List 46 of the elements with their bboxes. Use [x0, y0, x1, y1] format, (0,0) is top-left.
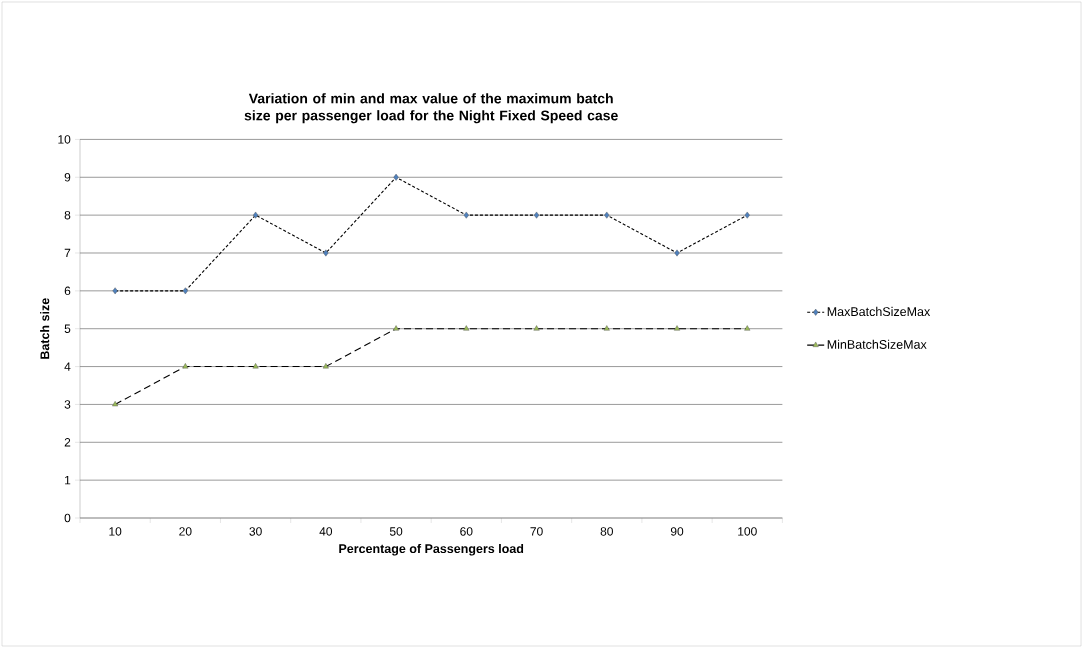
x-tick-label: 70	[530, 527, 543, 536]
chart-title: Variation of min and max value of the maximum batch size per passenger load for the Night Fixed Speed case	[244, 93, 618, 124]
point	[603, 325, 610, 331]
point	[112, 287, 118, 295]
x-tick-label: 20	[179, 527, 192, 536]
x-tick-label: 80	[600, 527, 613, 536]
point	[323, 249, 329, 257]
point	[463, 211, 469, 219]
point	[252, 363, 259, 369]
x-tick-label: 100	[738, 527, 757, 536]
y-tick-label: 5	[64, 324, 71, 333]
y-tick-label: 8	[64, 210, 71, 220]
x-axis-title: Percentage of Passengers load	[339, 543, 524, 556]
y-axis-title: Batch size	[40, 298, 50, 359]
x-tick-label: 50	[389, 527, 403, 536]
y-tick-label: 0	[64, 513, 71, 523]
y-tick-label: 3	[64, 400, 71, 409]
x-tick-label: 30	[249, 527, 262, 536]
legend-label: MaxBatchSizeMax	[827, 306, 931, 317]
point	[744, 211, 750, 219]
point	[604, 211, 610, 219]
y-tick-label: 2	[64, 438, 71, 447]
point	[533, 325, 540, 331]
point	[182, 363, 189, 369]
x-tick-label: 10	[109, 527, 122, 536]
x-tick-label: 60	[460, 527, 473, 536]
point	[322, 363, 329, 369]
point	[463, 325, 470, 331]
point	[674, 249, 680, 257]
y-tick-label: 10	[58, 135, 71, 144]
x-tick-label: 40	[319, 527, 333, 536]
legend-label: MinBatchSizeMax	[827, 339, 927, 349]
point	[182, 287, 188, 295]
x-tick-label: 90	[670, 527, 684, 536]
y-tick-label: 7	[64, 248, 71, 258]
point	[393, 325, 400, 331]
y-tick-label: 4	[64, 362, 71, 371]
y-tick-label: 1	[65, 476, 71, 485]
y-tick-label: 6	[64, 286, 71, 296]
point	[253, 211, 259, 219]
point	[744, 325, 751, 331]
point	[393, 173, 399, 181]
point	[112, 401, 119, 407]
point	[674, 325, 680, 331]
y-tick-label: 9	[64, 173, 71, 182]
point	[533, 211, 540, 219]
